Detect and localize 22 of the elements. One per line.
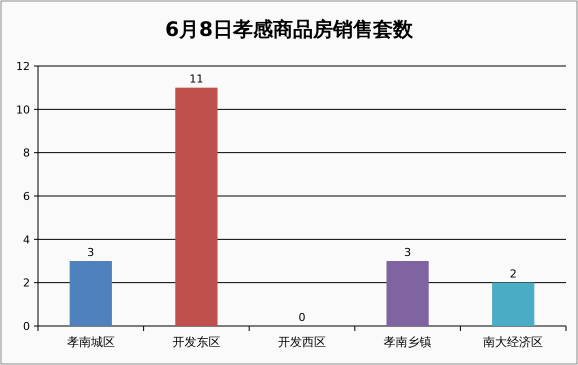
data-label: 3 (404, 246, 412, 259)
data-label: 2 (510, 268, 517, 281)
x-tick-label: 南大经济区 (483, 335, 544, 349)
chart-title: 6月8日孝感商品房销售套数 (165, 17, 414, 41)
y-tick-label: 4 (23, 233, 30, 246)
x-tick-label: 孝南乡镇 (384, 335, 432, 349)
y-tick-label: 2 (23, 276, 30, 290)
x-tick-label: 孝南城区 (66, 335, 115, 349)
bar (492, 282, 534, 326)
data-label: 0 (298, 311, 306, 324)
y-tick-label: 8 (23, 146, 30, 160)
y-tick-label: 10 (16, 103, 30, 116)
y-tick-label: 6 (23, 190, 30, 203)
y-tick-label: 12 (16, 60, 30, 73)
x-tick-label: 开发西区 (278, 335, 326, 349)
bar (386, 261, 429, 326)
data-label: 3 (87, 246, 94, 259)
data-label: 11 (189, 72, 204, 86)
bar (175, 88, 218, 326)
x-tick-label: 开发东区 (172, 335, 220, 349)
y-tick-label: 0 (23, 320, 30, 333)
bar (70, 261, 112, 326)
